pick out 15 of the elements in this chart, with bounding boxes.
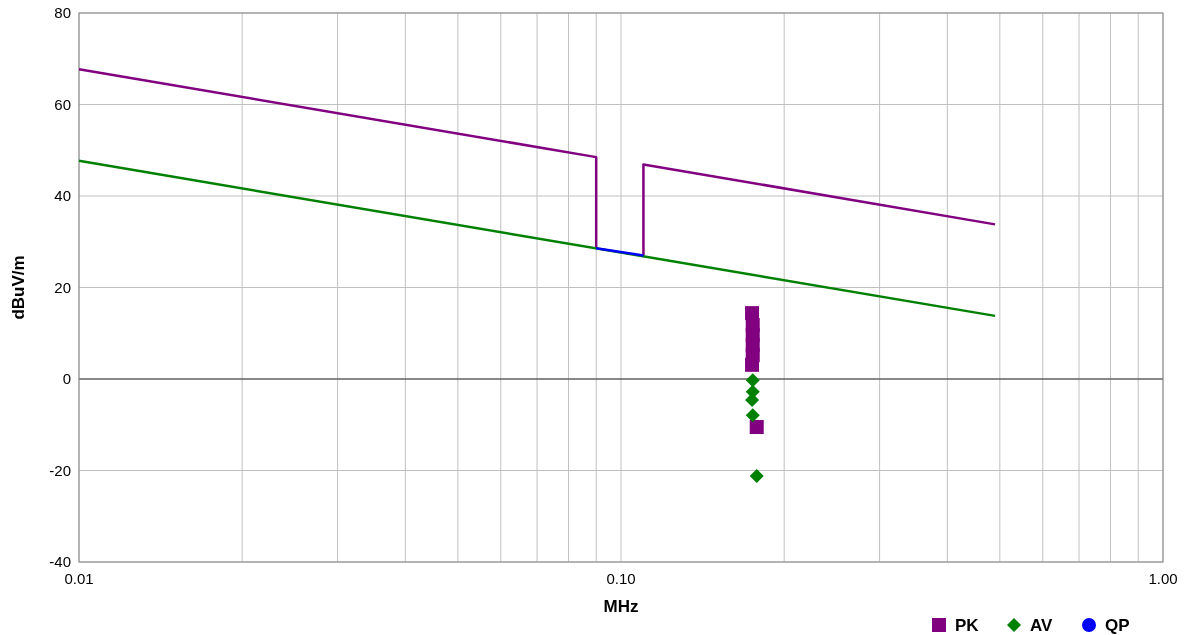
y-tick-label: 20 <box>54 278 71 296</box>
legend-label: AV <box>1030 616 1054 635</box>
y-tick-label: 60 <box>54 95 71 113</box>
x-tick-label: 0.10 <box>606 570 636 587</box>
y-tick-label: 40 <box>54 187 71 204</box>
x-tick-label: 1.00 <box>1148 570 1178 587</box>
legend-label: QP <box>1105 616 1130 635</box>
x-tick-label: 0.01 <box>64 570 94 587</box>
y-tick-label: 80 <box>54 4 71 21</box>
y-axis-title: dBuV/m <box>9 255 28 320</box>
x-axis-title: MHz <box>603 597 639 616</box>
y-tick-label: -40 <box>49 553 71 570</box>
y-tick-label: 0 <box>62 370 71 387</box>
y-tick-label: -20 <box>49 461 71 479</box>
legend-label: PK <box>955 616 980 635</box>
